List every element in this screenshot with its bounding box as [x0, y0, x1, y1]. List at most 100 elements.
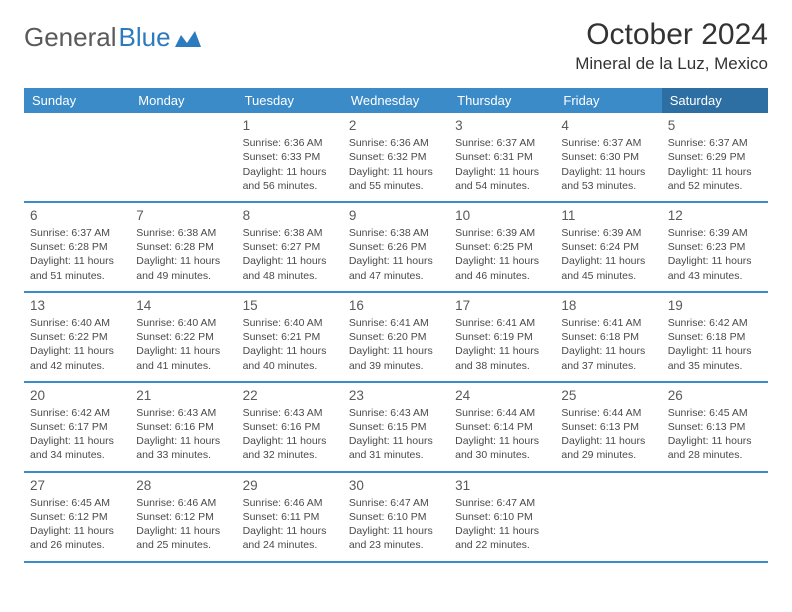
day-header: Sunday: [24, 88, 130, 113]
day-header: Tuesday: [237, 88, 343, 113]
calendar-day-cell: 18Sunrise: 6:41 AMSunset: 6:18 PMDayligh…: [555, 292, 661, 382]
calendar-day-cell: 24Sunrise: 6:44 AMSunset: 6:14 PMDayligh…: [449, 382, 555, 472]
day-number: 13: [30, 297, 124, 315]
day-number: 27: [30, 477, 124, 495]
calendar-day-cell: 29Sunrise: 6:46 AMSunset: 6:11 PMDayligh…: [237, 472, 343, 562]
day-number: 29: [243, 477, 337, 495]
sunset-text: Sunset: 6:18 PM: [561, 330, 655, 344]
day-number: 2: [349, 117, 443, 135]
calendar-day-cell: 31Sunrise: 6:47 AMSunset: 6:10 PMDayligh…: [449, 472, 555, 562]
sunrise-text: Sunrise: 6:42 AM: [668, 316, 762, 330]
sunrise-text: Sunrise: 6:41 AM: [455, 316, 549, 330]
day-number: 9: [349, 207, 443, 225]
day-number: 8: [243, 207, 337, 225]
day-number: 31: [455, 477, 549, 495]
calendar-day-cell: 2Sunrise: 6:36 AMSunset: 6:32 PMDaylight…: [343, 113, 449, 202]
day-number: 24: [455, 387, 549, 405]
day-number: 30: [349, 477, 443, 495]
daylight-text: Daylight: 11 hours and 46 minutes.: [455, 254, 549, 282]
sunrise-text: Sunrise: 6:39 AM: [668, 226, 762, 240]
sunrise-text: Sunrise: 6:40 AM: [243, 316, 337, 330]
daylight-text: Daylight: 11 hours and 54 minutes.: [455, 165, 549, 193]
sunset-text: Sunset: 6:12 PM: [136, 510, 230, 524]
daylight-text: Daylight: 11 hours and 25 minutes.: [136, 524, 230, 552]
daylight-text: Daylight: 11 hours and 26 minutes.: [30, 524, 124, 552]
calendar-day-cell: 14Sunrise: 6:40 AMSunset: 6:22 PMDayligh…: [130, 292, 236, 382]
sunrise-text: Sunrise: 6:45 AM: [30, 496, 124, 510]
calendar-day-cell: 13Sunrise: 6:40 AMSunset: 6:22 PMDayligh…: [24, 292, 130, 382]
sunrise-text: Sunrise: 6:46 AM: [243, 496, 337, 510]
day-number: 20: [30, 387, 124, 405]
calendar-day-cell: [555, 472, 661, 562]
day-number: 22: [243, 387, 337, 405]
sunrise-text: Sunrise: 6:47 AM: [455, 496, 549, 510]
daylight-text: Daylight: 11 hours and 37 minutes.: [561, 344, 655, 372]
daylight-text: Daylight: 11 hours and 38 minutes.: [455, 344, 549, 372]
day-number: 23: [349, 387, 443, 405]
sunrise-text: Sunrise: 6:39 AM: [561, 226, 655, 240]
day-header: Thursday: [449, 88, 555, 113]
sunrise-text: Sunrise: 6:43 AM: [136, 406, 230, 420]
daylight-text: Daylight: 11 hours and 48 minutes.: [243, 254, 337, 282]
daylight-text: Daylight: 11 hours and 23 minutes.: [349, 524, 443, 552]
daylight-text: Daylight: 11 hours and 39 minutes.: [349, 344, 443, 372]
day-number: 3: [455, 117, 549, 135]
logo-text-general: General: [24, 22, 117, 53]
calendar-week-row: 6Sunrise: 6:37 AM Sunset: 6:28 PM Daylight…: [24, 202, 768, 292]
logo-text-blue: Blue: [119, 22, 171, 53]
sunset-text: Sunset: 6:25 PM: [455, 240, 549, 254]
day-number: 14: [136, 297, 230, 315]
sunset-text: Sunset: 6:27 PM: [243, 240, 337, 254]
sunset-text: Sunset: 6:15 PM: [349, 420, 443, 434]
daylight-text: Daylight: 11 hours and 41 minutes.: [136, 344, 230, 372]
day-number: 1: [243, 117, 337, 135]
header: GeneralBlue October 2024 Mineral de la L…: [24, 18, 768, 74]
title-block: October 2024 Mineral de la Luz, Mexico: [575, 18, 768, 74]
sunrise-text: Sunrise: 6:44 AM: [455, 406, 549, 420]
day-number: 6: [30, 207, 124, 225]
sunrise-text: Sunrise: 6:43 AM: [243, 406, 337, 420]
sunrise-text: Sunrise: 6:37 AM: [561, 136, 655, 150]
sunrise-text: Sunrise: 6:37 AM: [30, 226, 124, 240]
calendar-day-cell: 28Sunrise: 6:46 AMSunset: 6:12 PMDayligh…: [130, 472, 236, 562]
calendar-day-cell: 15Sunrise: 6:40 AMSunset: 6:21 PMDayligh…: [237, 292, 343, 382]
day-number: 11: [561, 207, 655, 225]
sunrise-text: Sunrise: 6:40 AM: [30, 316, 124, 330]
daylight-text: Daylight: 11 hours and 30 minutes.: [455, 434, 549, 462]
day-number: 21: [136, 387, 230, 405]
calendar-day-cell: 1Sunrise: 6:36 AMSunset: 6:33 PMDaylight…: [237, 113, 343, 202]
day-header: Wednesday: [343, 88, 449, 113]
calendar-week-row: 1Sunrise: 6:36 AMSunset: 6:33 PMDaylight…: [24, 113, 768, 202]
calendar-day-cell: 23Sunrise: 6:43 AMSunset: 6:15 PMDayligh…: [343, 382, 449, 472]
sunrise-text: Sunrise: 6:36 AM: [243, 136, 337, 150]
sunset-text: Sunset: 6:17 PM: [30, 420, 124, 434]
sunset-text: Sunset: 6:11 PM: [243, 510, 337, 524]
sunset-text: Sunset: 6:22 PM: [30, 330, 124, 344]
sunset-text: Sunset: 6:28 PM: [136, 240, 230, 254]
sunset-text: Sunset: 6:21 PM: [243, 330, 337, 344]
day-number: 5: [668, 117, 762, 135]
sunrise-text: Sunrise: 6:44 AM: [561, 406, 655, 420]
daylight-text: Daylight: 11 hours and 22 minutes.: [455, 524, 549, 552]
sunset-text: Sunset: 6:19 PM: [455, 330, 549, 344]
daylight-text: Daylight: 11 hours and 29 minutes.: [561, 434, 655, 462]
calendar-day-cell: 4Sunrise: 6:37 AMSunset: 6:30 PMDaylight…: [555, 113, 661, 202]
daylight-text: Daylight: 11 hours and 24 minutes.: [243, 524, 337, 552]
calendar-day-cell: 12Sunrise: 6:39 AMSunset: 6:23 PMDayligh…: [662, 202, 768, 292]
day-number: 10: [455, 207, 549, 225]
calendar-week-row: 20Sunrise: 6:42 AMSunset: 6:17 PMDayligh…: [24, 382, 768, 472]
sunrise-text: Sunrise: 6:38 AM: [243, 226, 337, 240]
daylight-text: Daylight: 11 hours and 45 minutes.: [561, 254, 655, 282]
sunset-text: Sunset: 6:16 PM: [243, 420, 337, 434]
sunrise-text: Sunrise: 6:46 AM: [136, 496, 230, 510]
day-header: Monday: [130, 88, 236, 113]
daylight-text: Daylight: 11 hours and 52 minutes.: [668, 165, 762, 193]
day-number: 25: [561, 387, 655, 405]
sunset-text: Sunset: 6:22 PM: [136, 330, 230, 344]
daylight-text: Daylight: 11 hours and 51 minutes.: [30, 254, 124, 282]
daylight-text: Daylight: 11 hours and 34 minutes.: [30, 434, 124, 462]
sunset-text: Sunset: 6:13 PM: [561, 420, 655, 434]
sunset-text: Sunset: 6:16 PM: [136, 420, 230, 434]
calendar-day-cell: 5Sunrise: 6:37 AMSunset: 6:29 PMDaylight…: [662, 113, 768, 202]
location-label: Mineral de la Luz, Mexico: [575, 54, 768, 74]
